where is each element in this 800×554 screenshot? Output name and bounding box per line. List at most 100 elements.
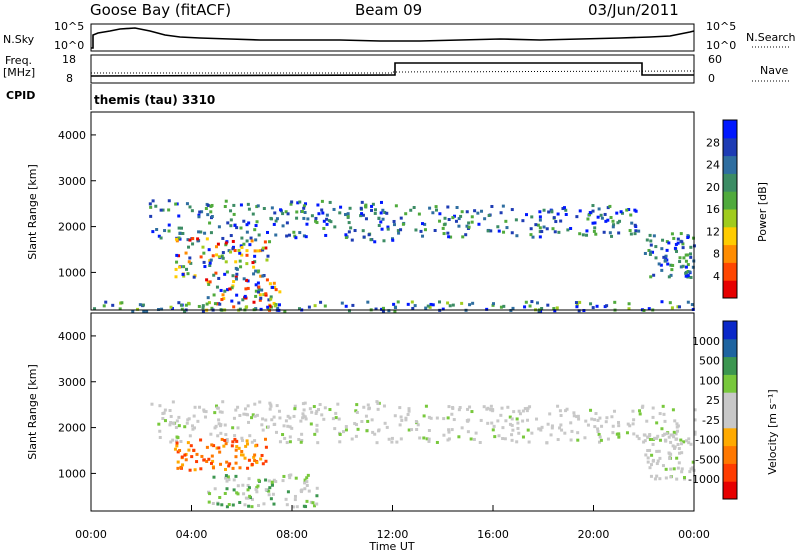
echo-cell [271, 492, 275, 496]
echo-cell [612, 223, 616, 227]
echo-cell [286, 424, 290, 428]
echo-cell [235, 226, 239, 230]
echo-cell [260, 423, 264, 427]
echo-cell [282, 474, 286, 478]
echo-cell [361, 213, 365, 217]
echo-cell [218, 496, 222, 500]
echo-cell [453, 214, 457, 218]
x-tick-label: 04:00 [176, 528, 208, 541]
echo-cell [530, 215, 534, 219]
echo-cell [207, 301, 211, 305]
echo-cell [677, 461, 681, 465]
echo-cell [575, 415, 579, 419]
echo-cell [393, 309, 397, 313]
echo-cell [461, 235, 465, 239]
echo-cell [646, 435, 650, 439]
echo-cell [651, 406, 655, 410]
echo-cell [396, 300, 400, 304]
echo-cell [515, 234, 519, 238]
echo-cell [365, 429, 369, 433]
echo-cell [361, 229, 365, 233]
echo-cell [618, 219, 622, 223]
echo-cell [650, 453, 654, 457]
echo-cell [625, 208, 629, 212]
echo-cell [338, 440, 342, 444]
echo-cell [236, 426, 240, 430]
echo-cell [217, 446, 221, 450]
echo-cell [476, 211, 480, 215]
echo-cell [250, 239, 254, 243]
echo-cell [281, 212, 285, 216]
echo-cell [648, 437, 652, 441]
echo-cell [306, 217, 310, 221]
echo-cell [466, 430, 470, 434]
echo-cell [297, 307, 301, 311]
echo-cell [689, 275, 693, 279]
echo-cell [222, 444, 226, 448]
y-tick-label: 4000 [58, 330, 86, 343]
echo-cell [370, 208, 374, 212]
echo-cell [308, 407, 312, 411]
echo-cell [316, 203, 320, 207]
echo-cell [183, 425, 187, 429]
echo-cell [186, 238, 190, 242]
echo-cell [424, 306, 428, 310]
echo-cell [235, 445, 239, 449]
echo-cell [243, 294, 247, 298]
echo-cell [177, 301, 181, 305]
echo-cell [285, 441, 289, 445]
echo-cell [557, 230, 561, 234]
echo-cell [246, 488, 250, 492]
echo-cell [653, 477, 657, 481]
echo-cell [316, 441, 320, 445]
echo-cell [652, 458, 656, 462]
echo-cell [637, 437, 641, 441]
echo-cell [232, 280, 236, 284]
echo-cell [182, 274, 186, 278]
echo-cell [646, 456, 650, 460]
echo-cell [671, 263, 675, 267]
echo-cell [468, 303, 472, 307]
echo-cell [682, 476, 686, 480]
colorbar-swatch [723, 244, 737, 263]
echo-cell [238, 466, 242, 470]
echo-cell [399, 415, 403, 419]
colorbar-tick-label: 100 [699, 374, 720, 387]
echo-cell [257, 269, 261, 273]
echo-cell [479, 418, 483, 422]
echo-cell [311, 501, 315, 505]
echo-cell [199, 255, 203, 259]
echo-cell [399, 437, 403, 441]
echo-cell [213, 426, 217, 430]
echo-cell [662, 412, 666, 416]
echo-cell [201, 309, 205, 313]
echo-cell [404, 416, 408, 420]
echo-cell [510, 417, 514, 421]
echo-cell [642, 309, 646, 313]
echo-cell [599, 438, 603, 442]
echo-cell [674, 242, 678, 246]
echo-cell [192, 426, 196, 430]
echo-cell [506, 405, 510, 409]
echo-cell [379, 200, 383, 204]
colorbar-swatch [723, 262, 737, 281]
echo-cell [364, 205, 368, 209]
colorbar-swatch [723, 321, 737, 340]
echo-cell [555, 306, 559, 310]
echo-cell [181, 272, 185, 276]
echo-cell [540, 425, 544, 429]
echo-cell [521, 409, 525, 413]
echo-cell [212, 475, 216, 479]
echo-cell [447, 235, 451, 239]
echo-cell [429, 302, 433, 306]
echo-cell [303, 478, 307, 482]
echo-cell [195, 452, 199, 456]
colorbar-tick-label: -1000 [688, 473, 720, 486]
echo-cell [232, 416, 236, 420]
echo-cell [351, 303, 355, 307]
echo-cell [669, 475, 673, 479]
echo-cell [620, 211, 624, 215]
echo-cell [344, 425, 348, 429]
echo-cell [176, 466, 180, 470]
echo-cell [574, 301, 578, 305]
